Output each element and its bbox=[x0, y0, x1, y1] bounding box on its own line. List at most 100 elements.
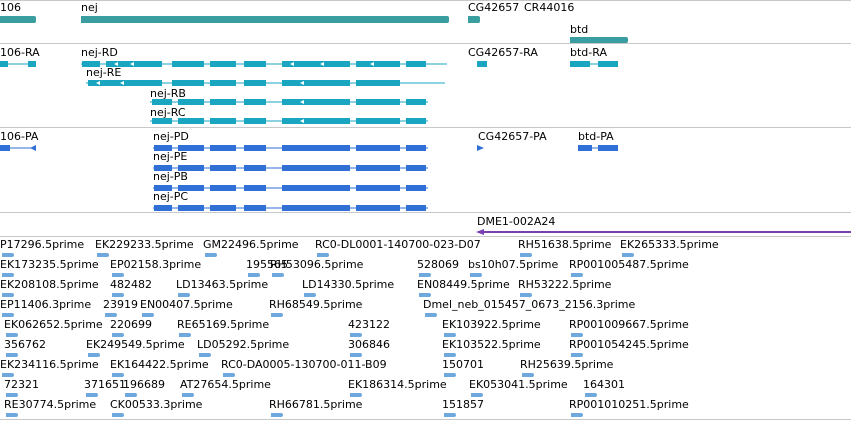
est-label[interactable]: 195565 bbox=[246, 258, 288, 271]
est-feature-marker[interactable] bbox=[317, 253, 329, 257]
est-feature-marker[interactable] bbox=[205, 253, 217, 257]
est-label[interactable]: EN08449.5prime bbox=[417, 278, 510, 291]
est-label[interactable]: AT27654.5prime bbox=[180, 378, 271, 391]
est-label[interactable]: RE65169.5prime bbox=[177, 318, 270, 331]
est-label[interactable]: RC0-DL0001-140700-023-D07 bbox=[315, 238, 481, 251]
est-label[interactable]: 220699 bbox=[110, 318, 152, 331]
est-label[interactable]: RH25639.5prime bbox=[520, 358, 614, 371]
est-feature-marker[interactable] bbox=[6, 333, 18, 337]
est-label[interactable]: RH53096.5prime bbox=[270, 258, 364, 271]
est-label[interactable]: bs10h07.5prime bbox=[468, 258, 559, 271]
est-feature-marker[interactable] bbox=[571, 273, 583, 277]
est-feature-marker[interactable] bbox=[444, 373, 456, 377]
est-label[interactable]: GM22496.5prime bbox=[203, 238, 299, 251]
est-label[interactable]: EP11406.3prime bbox=[0, 298, 92, 311]
est-feature-marker[interactable] bbox=[86, 393, 98, 397]
gene-label[interactable]: 106 bbox=[0, 1, 21, 14]
est-label[interactable]: 482482 bbox=[110, 278, 152, 291]
est-feature-marker[interactable] bbox=[112, 273, 124, 277]
est-feature-marker[interactable] bbox=[271, 313, 283, 317]
protein-label[interactable]: nej-PB bbox=[153, 170, 188, 183]
est-feature-marker[interactable] bbox=[112, 373, 124, 377]
est-label[interactable]: EN00407.5prime bbox=[140, 298, 233, 311]
est-label[interactable]: 356762 bbox=[4, 338, 46, 351]
est-label[interactable]: RH51638.5prime bbox=[518, 238, 612, 251]
est-label[interactable]: LD05292.5prime bbox=[197, 338, 290, 351]
est-label[interactable]: 150701 bbox=[442, 358, 484, 371]
protein-label[interactable]: CG42657-PA bbox=[478, 130, 547, 143]
est-feature-marker[interactable] bbox=[2, 313, 14, 317]
est-label[interactable]: EK053041.5prime bbox=[469, 378, 568, 391]
mrna-label[interactable]: btd-RA bbox=[570, 46, 607, 59]
mrna-label[interactable]: 106-RA bbox=[0, 46, 40, 59]
est-feature-marker[interactable] bbox=[522, 373, 534, 377]
gene-label[interactable]: nej bbox=[81, 1, 98, 14]
est-label[interactable]: EK103522.5prime bbox=[442, 338, 541, 351]
est-feature-marker[interactable] bbox=[179, 333, 191, 337]
est-feature-marker[interactable] bbox=[6, 413, 18, 417]
est-label[interactable]: 151857 bbox=[442, 398, 484, 411]
est-label[interactable]: EK208108.5prime bbox=[0, 278, 99, 291]
est-label[interactable]: LD14330.5prime bbox=[302, 278, 395, 291]
mrna-transcript-glyphs[interactable] bbox=[0, 0, 851, 127]
est-feature-marker[interactable] bbox=[182, 393, 194, 397]
gene-label[interactable]: CR44016 bbox=[524, 1, 575, 14]
est-label[interactable]: 423122 bbox=[348, 318, 390, 331]
est-feature-marker[interactable] bbox=[520, 253, 532, 257]
est-feature-marker[interactable] bbox=[444, 353, 456, 357]
est-feature-marker[interactable] bbox=[2, 253, 14, 257]
est-label[interactable]: RH68549.5prime bbox=[269, 298, 363, 311]
protein-label[interactable]: 106-PA bbox=[0, 130, 39, 143]
est-feature-marker[interactable] bbox=[178, 293, 190, 297]
est-label[interactable]: RP001009667.5prime bbox=[569, 318, 689, 331]
est-feature-marker[interactable] bbox=[571, 333, 583, 337]
est-feature-marker[interactable] bbox=[419, 293, 431, 297]
est-label[interactable]: 371651 bbox=[84, 378, 126, 391]
protein-label[interactable]: nej-PE bbox=[153, 150, 188, 163]
est-feature-marker[interactable] bbox=[272, 273, 284, 277]
est-feature-marker[interactable] bbox=[571, 413, 583, 417]
est-feature-marker[interactable] bbox=[142, 313, 154, 317]
est-feature-marker[interactable] bbox=[6, 393, 18, 397]
est-feature-marker[interactable] bbox=[199, 353, 211, 357]
protein-label[interactable]: nej-PC bbox=[153, 190, 189, 203]
est-feature-marker[interactable] bbox=[271, 413, 283, 417]
mrna-label[interactable]: nej-RD bbox=[81, 46, 118, 59]
est-label[interactable]: EP02158.3prime bbox=[110, 258, 202, 271]
est-label[interactable]: RP001005487.5prime bbox=[569, 258, 689, 271]
mrna-label[interactable]: CG42657-RA bbox=[468, 46, 538, 59]
clone-label[interactable]: DME1-002A24 bbox=[477, 215, 556, 228]
est-feature-marker[interactable] bbox=[105, 313, 117, 317]
est-feature-marker[interactable] bbox=[112, 413, 124, 417]
est-label[interactable]: EK186314.5prime bbox=[348, 378, 447, 391]
protein-label[interactable]: nej-PD bbox=[153, 130, 189, 143]
est-label[interactable]: EK103922.5prime bbox=[442, 318, 541, 331]
est-label[interactable]: RP001010251.5prime bbox=[569, 398, 689, 411]
est-label[interactable]: LD13463.5prime bbox=[176, 278, 269, 291]
est-feature-marker[interactable] bbox=[112, 293, 124, 297]
est-feature-marker[interactable] bbox=[350, 333, 362, 337]
est-feature-marker[interactable] bbox=[470, 273, 482, 277]
est-label[interactable]: EK249549.5prime bbox=[86, 338, 185, 351]
est-label[interactable]: EK173235.5prime bbox=[0, 258, 99, 271]
est-feature-marker[interactable] bbox=[248, 273, 260, 277]
est-label[interactable]: Dmel_neb_015457_0673_2156.3prime bbox=[423, 298, 636, 311]
est-feature-marker[interactable] bbox=[350, 353, 362, 357]
est-label[interactable]: 23919 bbox=[103, 298, 138, 311]
est-feature-marker[interactable] bbox=[2, 273, 14, 277]
est-label[interactable]: 306846 bbox=[348, 338, 390, 351]
est-label[interactable]: P17296.5prime bbox=[0, 238, 85, 251]
est-label[interactable]: EK265333.5prime bbox=[620, 238, 719, 251]
est-feature-marker[interactable] bbox=[304, 293, 316, 297]
est-feature-marker[interactable] bbox=[6, 353, 18, 357]
est-feature-marker[interactable] bbox=[2, 373, 14, 377]
est-label[interactable]: RH53222.5prime bbox=[518, 278, 612, 291]
est-label[interactable]: CK00533.3prime bbox=[110, 398, 203, 411]
mrna-label[interactable]: nej-RC bbox=[150, 106, 186, 119]
mrna-label[interactable]: nej-RE bbox=[86, 66, 122, 79]
est-label[interactable]: RC0-DA0005-130700-011-B09 bbox=[221, 358, 387, 371]
est-feature-marker[interactable] bbox=[223, 373, 235, 377]
protein-isoform-glyphs[interactable] bbox=[0, 127, 851, 212]
protein-label[interactable]: btd-PA bbox=[578, 130, 614, 143]
est-label[interactable]: EK062652.5prime bbox=[4, 318, 103, 331]
